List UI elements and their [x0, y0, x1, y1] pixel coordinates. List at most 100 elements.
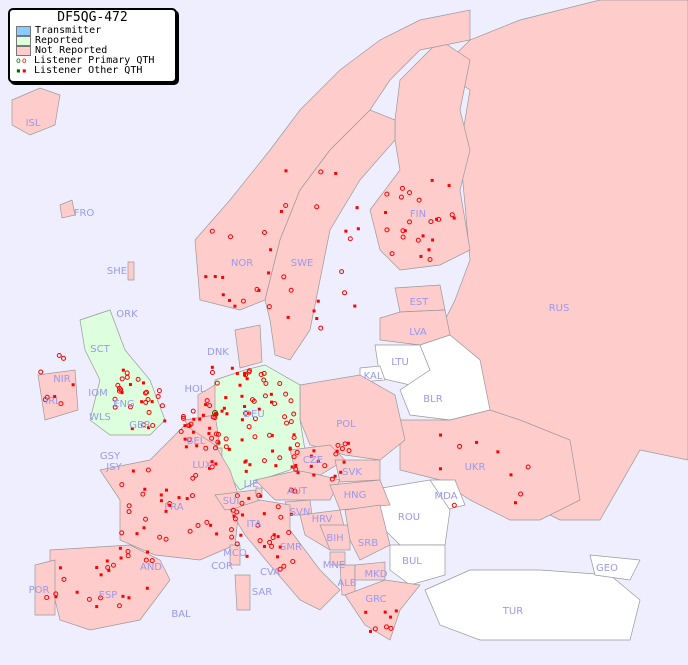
- legend-not-reported: Not Reported: [10, 46, 175, 56]
- listener-other-marker: [163, 419, 167, 423]
- listener-primary-marker: [119, 530, 125, 536]
- listener-primary-marker: [339, 446, 345, 452]
- listener-other-marker: [142, 526, 146, 530]
- listener-primary-marker: [333, 451, 339, 457]
- listener-other-marker: [208, 466, 212, 470]
- listener-primary-marker: [272, 401, 278, 407]
- country-srb: [344, 504, 391, 561]
- listener-primary-marker: [115, 382, 121, 388]
- listener-primary-marker: [228, 527, 234, 533]
- listener-other-marker: [244, 469, 248, 473]
- listener-other-marker: [384, 211, 388, 215]
- listener-primary-marker: [178, 428, 184, 434]
- listener-primary-marker: [112, 396, 118, 402]
- listener-other-marker: [430, 178, 434, 182]
- listener-other-marker: [267, 271, 271, 275]
- country-label-bih: BIH: [326, 533, 343, 544]
- country-label-lie: LIE: [244, 479, 259, 490]
- listener-primary-marker: [143, 557, 149, 563]
- listener-other-marker: [243, 460, 247, 464]
- listener-primary-marker: [105, 565, 111, 571]
- listener-primary-marker: [223, 444, 229, 450]
- listener-other-marker: [99, 573, 103, 577]
- listener-other-marker: [514, 501, 518, 505]
- country-label-fro: FRO: [74, 208, 95, 219]
- listener-other-marker: [214, 462, 218, 466]
- country-label-fra: FRA: [164, 502, 183, 513]
- listener-primary-marker: [44, 594, 50, 600]
- listener-primary-marker: [214, 380, 220, 386]
- listener-other-marker: [262, 544, 266, 548]
- listener-other-marker: [141, 381, 145, 385]
- listener-primary-marker: [347, 236, 353, 242]
- listener-other-marker: [452, 216, 456, 220]
- listener-other-marker: [213, 275, 217, 279]
- listener-primary-marker: [261, 229, 267, 235]
- listener-primary-marker: [384, 227, 390, 233]
- listener-other-marker: [431, 238, 435, 242]
- listener-primary-marker: [263, 381, 269, 387]
- country-label-dnk: DNK: [207, 347, 229, 358]
- listener-other-marker: [222, 406, 226, 410]
- country-label-bul: BUL: [402, 556, 422, 567]
- listener-primary-marker: [282, 414, 288, 420]
- country-ukr: [399, 409, 581, 521]
- listener-other-marker: [262, 512, 266, 516]
- listener-other-marker: [130, 427, 134, 431]
- reported-swatch: [16, 36, 31, 46]
- listener-primary-marker: [149, 558, 155, 564]
- listener-primary-marker: [44, 394, 50, 400]
- legend-other-qth: ▪▪ Listener Other QTH: [16, 65, 143, 76]
- country-label-kal: KAL: [364, 371, 383, 382]
- listener-primary-marker: [204, 398, 210, 404]
- listener-other-marker: [118, 546, 122, 550]
- listener-primary-marker: [283, 391, 289, 397]
- country-label-hol: HOL: [185, 384, 206, 395]
- listener-primary-marker: [189, 493, 195, 499]
- listener-primary-marker: [234, 509, 240, 515]
- listener-other-marker: [220, 409, 224, 413]
- listener-primary-marker: [288, 398, 294, 404]
- listener-other-marker: [286, 315, 290, 319]
- listener-primary-marker: [252, 434, 258, 440]
- listener-other-marker: [435, 217, 439, 221]
- listener-primary-marker: [143, 399, 149, 405]
- listener-primary-marker: [427, 257, 433, 263]
- listener-other-marker: [239, 533, 243, 537]
- listener-other-marker: [509, 473, 513, 477]
- listener-other-marker: [198, 417, 202, 421]
- listener-primary-marker: [124, 374, 130, 380]
- country-label-she: SHE: [107, 266, 127, 277]
- listener-other-marker: [355, 206, 359, 210]
- listener-other-marker: [204, 403, 208, 407]
- listener-primary-marker: [209, 435, 215, 441]
- listener-primary-marker: [258, 371, 264, 377]
- listener-primary-marker: [277, 566, 283, 572]
- listener-primary-marker: [61, 576, 67, 582]
- listener-other-marker: [427, 248, 431, 252]
- country-label-mco: MCO: [223, 548, 247, 559]
- listener-other-marker: [127, 596, 131, 600]
- listener-primary-marker: [150, 422, 156, 428]
- listener-primary-marker: [267, 539, 273, 545]
- listener-other-marker: [270, 433, 274, 437]
- country-label-ltu: LTU: [391, 357, 409, 368]
- listener-primary-marker: [126, 503, 132, 509]
- country-bih: [319, 524, 351, 551]
- listener-primary-marker: [234, 541, 240, 547]
- legend-transmitter: Transmitter: [10, 26, 175, 36]
- listener-other-marker: [191, 430, 195, 434]
- listener-primary-marker: [146, 409, 152, 415]
- listener-other-marker: [135, 532, 139, 536]
- listener-other-marker: [309, 454, 313, 458]
- listener-other-marker: [168, 503, 172, 507]
- country-label-jsy: JSY: [105, 462, 122, 473]
- listener-primary-marker: [234, 493, 240, 499]
- country-irl: [37, 369, 79, 421]
- listener-other-marker: [204, 275, 208, 279]
- listener-other-marker: [276, 555, 280, 559]
- listener-other-marker: [228, 298, 232, 302]
- country-label-lva: LVA: [409, 327, 427, 338]
- listener-primary-marker: [267, 432, 273, 438]
